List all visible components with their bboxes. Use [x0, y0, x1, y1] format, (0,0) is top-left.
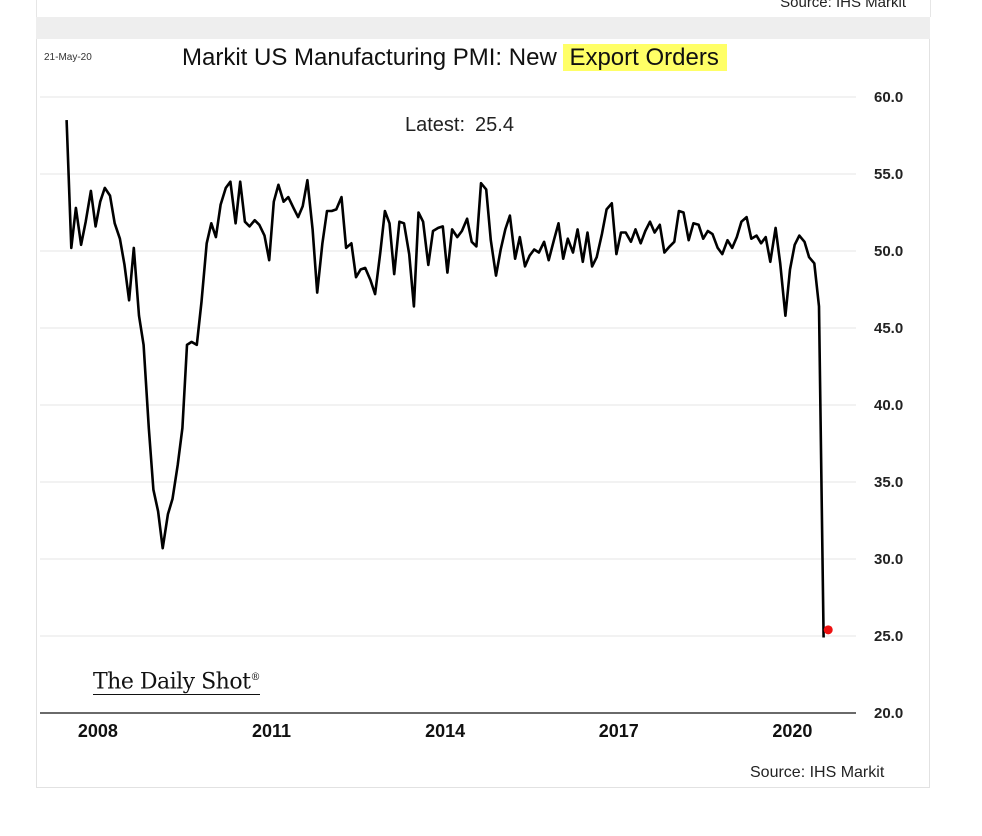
previous-source-label: Source: IHS Markit — [780, 0, 906, 11]
y-tick-label: 60.0 — [874, 89, 903, 106]
date-stamp: 21-May-20 — [44, 52, 92, 63]
chart-title: Markit US Manufacturing PMI: New Export … — [182, 40, 727, 76]
brand-name: The Daily Shot — [93, 669, 251, 695]
source-label: Source: IHS Markit — [750, 764, 885, 781]
y-tick-label: 40.0 — [874, 397, 903, 414]
chart-divider — [36, 17, 930, 39]
chart-title-highlight: Export Orders — [563, 44, 727, 71]
y-tick-label: 55.0 — [874, 166, 903, 183]
chart-title-main: Markit US Manufacturing PMI: New — [182, 44, 564, 71]
x-tick-label: 2017 — [599, 721, 639, 741]
previous-chart-strip: Source: IHS Markit — [36, 0, 931, 17]
y-tick-label: 30.0 — [874, 551, 903, 568]
latest-value: 25.4 — [475, 114, 514, 136]
brand-mark: ® — [250, 672, 260, 683]
chart-card — [36, 39, 930, 788]
y-tick-label: 50.0 — [874, 243, 903, 260]
y-tick-label: 20.0 — [874, 705, 903, 722]
x-tick-label: 2011 — [252, 721, 291, 741]
x-tick-label: 2014 — [425, 721, 465, 741]
y-axis-ticks: 20.0 25.0 30.0 35.0 40.0 45.0 50.0 55.0 60.0 — [874, 89, 903, 722]
gridlines — [40, 96, 856, 637]
brand-logo: The Daily Shot® — [93, 666, 260, 696]
x-tick-label: 2008 — [78, 721, 118, 741]
series-line — [65, 120, 825, 638]
y-tick-label: 45.0 — [874, 320, 903, 337]
x-axis-ticks: 2008 2011 2014 2017 2020 — [40, 712, 856, 741]
latest-annotation: Latest: 25.4 — [405, 114, 514, 137]
y-tick-label: 35.0 — [874, 474, 903, 491]
latest-label: Latest: — [405, 114, 466, 136]
latest-point-marker — [823, 625, 833, 635]
y-tick-label: 25.0 — [874, 628, 903, 645]
x-tick-label: 2020 — [772, 721, 812, 741]
